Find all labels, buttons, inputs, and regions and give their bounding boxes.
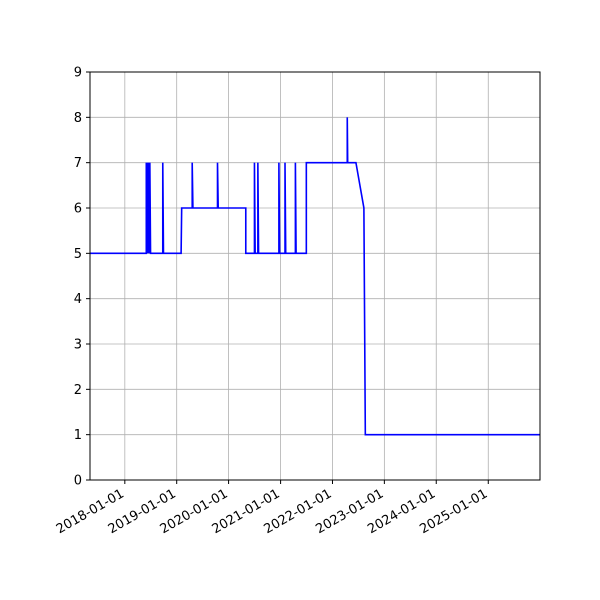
y-tick-label: 6 xyxy=(74,202,82,217)
axis-ticks: 01234567892018-01-012019-01-012020-01-01… xyxy=(54,66,490,538)
plot-frame xyxy=(89,71,541,481)
y-tick-label: 0 xyxy=(74,474,82,489)
y-tick-label: 3 xyxy=(74,338,82,353)
y-tick-label: 1 xyxy=(74,428,82,443)
y-tick-label: 8 xyxy=(74,111,82,126)
y-tick-label: 4 xyxy=(74,292,82,307)
series-layer xyxy=(90,117,540,436)
y-tick-label: 9 xyxy=(74,66,82,81)
y-tick-label: 2 xyxy=(74,383,82,398)
series-line xyxy=(90,117,540,436)
y-tick-label: 5 xyxy=(74,247,82,262)
y-tick-label: 7 xyxy=(74,156,82,171)
grid-lines xyxy=(90,71,540,481)
